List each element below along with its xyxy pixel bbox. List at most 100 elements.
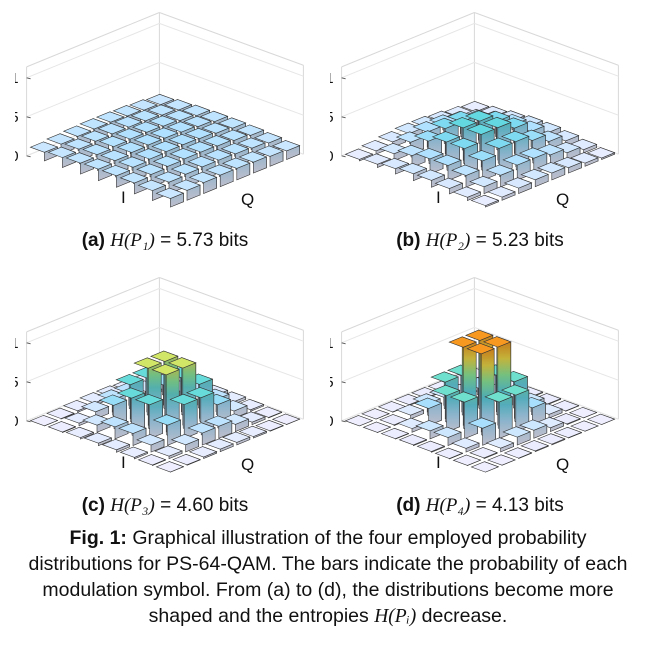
bars	[344, 329, 616, 473]
bars	[29, 350, 301, 473]
bar	[536, 433, 566, 446]
bar	[83, 432, 113, 447]
z-tick-label: 0.05	[15, 109, 19, 126]
bar	[395, 404, 425, 420]
z-tick-label: 0.1	[330, 335, 334, 352]
caption-tag: (b)	[396, 230, 421, 251]
z-axis: 0 0.05 0.1	[15, 335, 31, 430]
bar	[46, 407, 75, 420]
bar	[235, 398, 265, 412]
bar	[413, 397, 443, 426]
bar	[470, 461, 500, 473]
bar	[255, 145, 284, 167]
figure-caption-text-end: decrease.	[416, 605, 508, 627]
bar	[134, 393, 164, 440]
bar	[586, 413, 616, 425]
caption-math: H(P₁)	[110, 230, 155, 251]
bar	[484, 391, 514, 439]
bar	[553, 426, 583, 439]
bar	[172, 179, 201, 201]
y-axis-label: Q	[556, 455, 569, 474]
bar	[520, 168, 550, 188]
bar	[170, 433, 200, 453]
bar	[570, 152, 599, 167]
z-tick-label: 0.05	[330, 109, 334, 126]
bar	[205, 164, 235, 188]
bar-chart-3d: 0 0.05 0.1 I Q	[330, 12, 619, 209]
bar	[502, 426, 532, 446]
bar	[553, 156, 583, 174]
x-axis-label: I	[436, 188, 441, 207]
caption-tag: (c)	[81, 495, 105, 516]
bar	[469, 447, 498, 460]
bar	[570, 420, 599, 432]
x-axis-label: I	[121, 453, 126, 472]
bar	[237, 137, 266, 161]
bar	[452, 454, 482, 466]
caption-math: H(P₄)	[425, 495, 471, 516]
bar	[205, 438, 235, 453]
subplot-caption: (b) H(P₂) = 5.23 bits	[330, 230, 630, 252]
figure-caption: Fig. 1: Graphical illustration of the fo…	[20, 525, 636, 630]
figure-caption-tag: Fig. 1:	[69, 527, 127, 549]
bar	[485, 437, 515, 453]
bar	[65, 426, 95, 440]
z-tick-label: 0	[15, 148, 19, 165]
bar	[188, 171, 218, 194]
bar	[154, 445, 183, 460]
bar	[380, 427, 410, 440]
caption-value: = 5.73 bits	[154, 230, 249, 251]
bar	[503, 447, 533, 459]
bar	[237, 411, 266, 426]
subplot-a: 0 0.05 0.1 I Q (a) H(P₁) = 5.73 bits	[15, 10, 315, 270]
z-axis: 0 0.05 0.1	[15, 70, 31, 165]
subplot-caption: (c) H(P₃) = 4.60 bits	[15, 495, 315, 517]
bar	[238, 151, 268, 174]
bar	[172, 453, 201, 466]
bar	[136, 434, 165, 453]
bar	[118, 422, 147, 446]
bar-chart-3d: 0 0.05 0.1 I Q	[330, 277, 619, 474]
y-axis-label: Q	[241, 190, 254, 209]
bar	[137, 454, 167, 466]
bar	[203, 415, 233, 439]
bar	[503, 177, 533, 194]
bar	[487, 186, 516, 201]
bar	[487, 454, 516, 466]
bar	[221, 157, 251, 181]
bar	[155, 187, 185, 208]
z-tick-label: 0	[15, 413, 19, 430]
bar	[451, 164, 480, 188]
bar	[155, 461, 185, 473]
bar	[433, 426, 462, 446]
z-tick-label: 0.1	[15, 70, 19, 87]
z-tick-label: 0.05	[330, 374, 334, 391]
bar-chart-3d: 0 0.05 0.1 I Q	[15, 277, 304, 474]
bar	[520, 440, 550, 453]
caption-tag: (a)	[81, 230, 105, 251]
subplot-d: 0 0.05 0.1 I Q (d) H(P₄) = 4.13 bits	[330, 275, 630, 535]
y-axis-label: Q	[241, 455, 254, 474]
bar	[398, 434, 428, 447]
bar	[29, 414, 59, 427]
z-axis: 0 0.05 0.1	[330, 335, 346, 430]
bar	[416, 440, 446, 453]
caption-value: = 4.13 bits	[470, 495, 564, 516]
caption-value: = 4.60 bits	[154, 495, 249, 516]
caption-math: H(P₂)	[425, 230, 471, 251]
bar	[431, 384, 461, 433]
bar	[434, 447, 464, 460]
z-tick-label: 0.05	[15, 374, 19, 391]
bars	[344, 100, 616, 208]
bar	[467, 150, 497, 181]
bar	[271, 140, 301, 160]
bar	[500, 384, 530, 433]
bar	[221, 431, 251, 446]
bar	[568, 406, 598, 419]
bar	[466, 342, 496, 433]
bar	[568, 138, 598, 154]
bar	[255, 419, 284, 432]
bar	[188, 446, 218, 459]
subplot-b: 0 0.05 0.1 I Q (b) H(P₂) = 5.23 bits	[330, 10, 630, 270]
bar	[220, 413, 250, 432]
